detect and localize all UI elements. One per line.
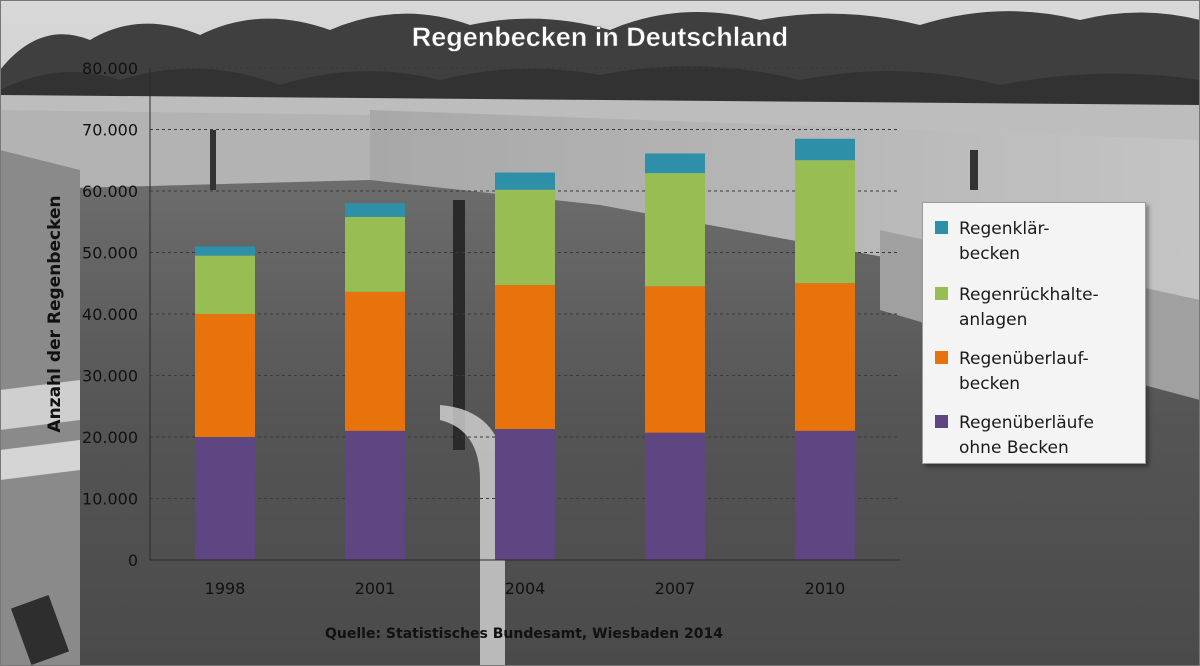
y-tick-label: 30.000 bbox=[82, 367, 138, 386]
y-tick-label: 70.000 bbox=[82, 121, 138, 140]
y-tick-label: 50.000 bbox=[82, 244, 138, 263]
bar-segment bbox=[495, 285, 555, 430]
legend-swatch bbox=[935, 415, 948, 428]
bar-segment bbox=[195, 246, 255, 256]
bar-segment bbox=[345, 203, 405, 217]
y-tick-label: 60.000 bbox=[82, 182, 138, 201]
axes bbox=[149, 68, 900, 561]
source-note: Quelle: Statistisches Bundesamt, Wiesbad… bbox=[325, 626, 723, 642]
bar-segment bbox=[195, 437, 255, 560]
legend-swatch bbox=[935, 351, 948, 364]
x-tick-label: 2004 bbox=[505, 579, 546, 598]
bar-segment bbox=[495, 172, 555, 190]
legend-label: Regenklär- becken bbox=[959, 219, 1050, 264]
bar-segment bbox=[345, 216, 405, 292]
bar-segment bbox=[795, 160, 855, 284]
legend-label: Regenüberläufe ohne Becken bbox=[959, 413, 1094, 458]
y-tick-label: 80.000 bbox=[82, 59, 138, 78]
y-tick-label: 20.000 bbox=[82, 428, 138, 447]
x-tick-label: 2010 bbox=[805, 579, 846, 598]
legend-swatch bbox=[935, 287, 948, 300]
bar-segment bbox=[495, 189, 555, 286]
bar-segment bbox=[345, 430, 405, 560]
bar-segment bbox=[645, 153, 705, 174]
bar-segment bbox=[645, 432, 705, 560]
legend-swatch bbox=[935, 221, 948, 234]
y-tick-labels: 0 10.000 20.000 30.000 40.000 50.000 60.000 70.… bbox=[82, 59, 138, 570]
legend-label: Regenrückhalte- anlagen bbox=[959, 285, 1099, 330]
y-axis-label: Anzahl der Regenbecken bbox=[45, 195, 65, 432]
bar-segment bbox=[645, 173, 705, 287]
legend-label: Regenüberlauf- becken bbox=[959, 349, 1089, 394]
x-tick-label: 2007 bbox=[655, 579, 696, 598]
x-tick-label: 1998 bbox=[205, 579, 246, 598]
bar-segment bbox=[795, 430, 855, 560]
bar-segment bbox=[195, 255, 255, 314]
chart-title: Regenbecken in Deutschland bbox=[412, 22, 789, 52]
y-tick-label: 0 bbox=[128, 551, 138, 570]
legend: Regenklär- becken Regenrückhalte- anlage… bbox=[922, 202, 1146, 464]
bar-segment bbox=[795, 138, 855, 161]
bar-segment bbox=[345, 291, 405, 431]
bar-segment bbox=[795, 283, 855, 431]
bar-segment bbox=[645, 286, 705, 433]
bar-segment bbox=[495, 429, 555, 560]
x-tick-labels: 1998 2001 2004 2007 2010 bbox=[205, 579, 846, 598]
bars bbox=[195, 138, 855, 560]
y-tick-label: 40.000 bbox=[82, 305, 138, 324]
bar-segment bbox=[195, 314, 255, 437]
x-tick-label: 2001 bbox=[355, 579, 396, 598]
y-tick-label: 10.000 bbox=[82, 490, 138, 509]
